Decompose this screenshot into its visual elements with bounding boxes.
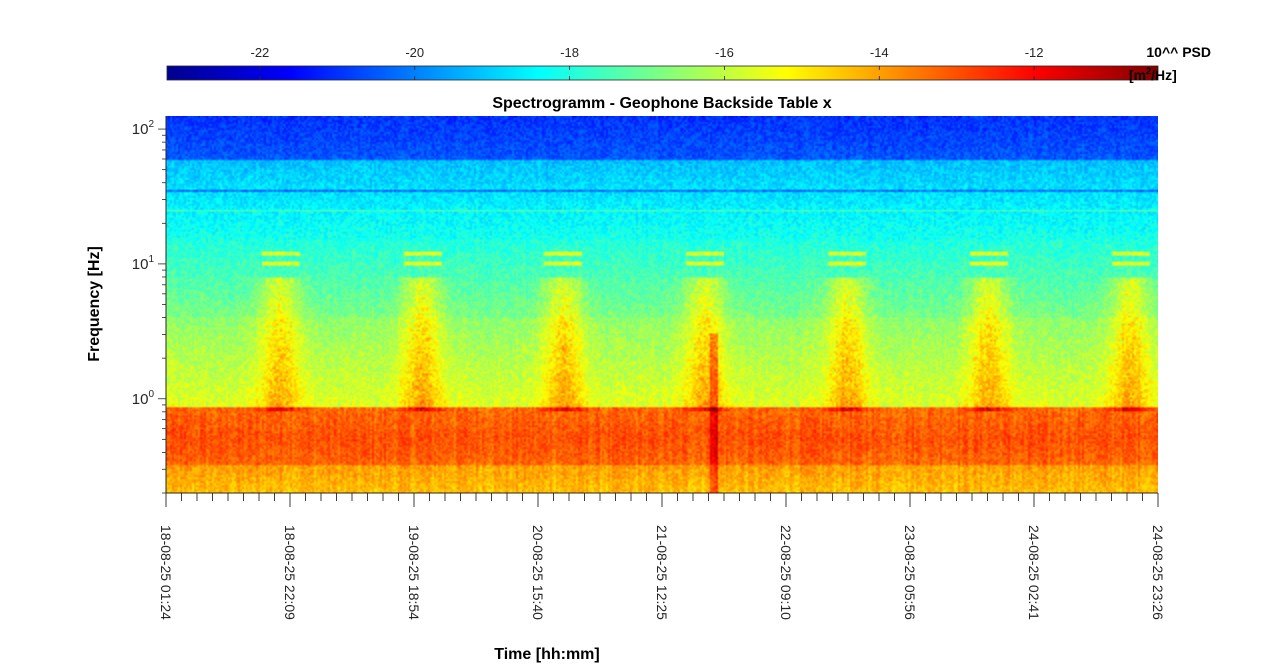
x-tick-label: 24-08-25 02:41 <box>1026 525 1042 620</box>
colorbar-gradient <box>166 65 1159 81</box>
colorbar-unit: [m2/Hz] <box>1129 66 1177 83</box>
x-tick-label: 18-08-25 22:09 <box>282 525 298 620</box>
colorbar-tick-label: -14 <box>870 45 889 60</box>
y-tick-label: 101 <box>132 254 155 273</box>
colorbar-title: 10^^ PSD <box>1146 44 1211 60</box>
spectrogram-image <box>166 116 1158 493</box>
x-tick-label: 19-08-25 18:54 <box>406 525 422 620</box>
y-axis: 100 101 102 <box>132 116 167 494</box>
x-tick-label: 18-08-25 01:24 <box>158 525 174 620</box>
y-axis-label: Frequency [Hz] <box>86 246 103 362</box>
plot-area: 100 101 102 18-08-25 01:24 18-08-25 22:09 19… <box>132 116 1166 620</box>
colorbar-ticks: -22 -20 -18 -16 -14 -12 <box>251 45 1044 80</box>
y-tick-label: 102 <box>132 119 155 138</box>
colorbar-tick-label: -18 <box>560 45 579 60</box>
chart-title: Spectrogramm - Geophone Backside Table x <box>492 95 831 112</box>
y-tick-label: 100 <box>132 389 155 408</box>
x-tick-label: 22-08-25 09:10 <box>778 525 794 620</box>
x-tick-label: 24-08-25 23:26 <box>1150 525 1166 620</box>
colorbar-tick-label: -20 <box>405 45 424 60</box>
x-tick-label: 23-08-25 05:56 <box>902 525 918 620</box>
x-axis: 18-08-25 01:24 18-08-25 22:09 19-08-25 18:… <box>158 492 1166 620</box>
colorbar-tick-label: -16 <box>715 45 734 60</box>
x-tick-label: 20-08-25 15:40 <box>530 525 546 620</box>
colorbar-tick-label: -22 <box>251 45 270 60</box>
colorbar: -22 -20 -18 -16 -14 -12 10^^ PSD [m2/Hz] <box>166 44 1211 83</box>
x-tick-label: 21-08-25 12:25 <box>654 525 670 620</box>
x-axis-label: Time [hh:mm] <box>494 646 599 663</box>
colorbar-tick-label: -12 <box>1025 45 1044 60</box>
